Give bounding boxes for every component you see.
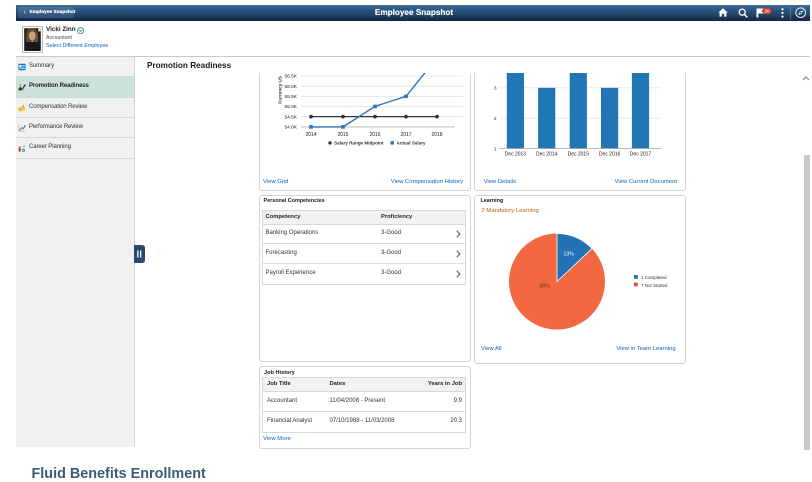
svg-text:2016: 2016 [369, 132, 380, 138]
svg-text:Actual Salary: Actual Salary [397, 141, 427, 146]
svg-text:1: 1 [494, 146, 497, 152]
svg-text:54.0K: 54.0K [284, 125, 297, 131]
svg-text:Salary Range Midpoint: Salary Range Midpoint [334, 141, 384, 146]
svg-text:2017: 2017 [400, 132, 411, 138]
svg-text:55.0K: 55.0K [284, 104, 297, 110]
svg-text:55.5K: 55.5K [284, 94, 297, 100]
svg-text:3: 3 [494, 86, 497, 92]
svg-text:2015: 2015 [337, 132, 348, 138]
svg-text:88%: 88% [540, 284, 551, 290]
svg-text:Dec 2016: Dec 2016 [599, 152, 621, 158]
svg-text:Dec 2013: Dec 2013 [505, 152, 527, 158]
svg-text:56.0K: 56.0K [284, 84, 297, 90]
svg-text:13%: 13% [564, 252, 575, 258]
svg-text:1 Completed: 1 Completed [641, 275, 667, 280]
svg-text:7 Not Started: 7 Not Started [641, 283, 668, 288]
svg-text:54.5K: 54.5K [284, 114, 297, 120]
svg-text:Dec 2017: Dec 2017 [630, 152, 652, 158]
svg-text:20: 20 [764, 9, 770, 14]
svg-text:2014: 2014 [305, 132, 316, 138]
svg-text:Dec 2014: Dec 2014 [536, 152, 558, 158]
svg-text:2: 2 [494, 116, 497, 122]
svg-text:Dec 2015: Dec 2015 [568, 152, 590, 158]
svg-text:2018: 2018 [431, 132, 442, 138]
svg-text:Currency US: Currency US [278, 76, 283, 104]
svg-text:56.5K: 56.5K [284, 74, 297, 80]
